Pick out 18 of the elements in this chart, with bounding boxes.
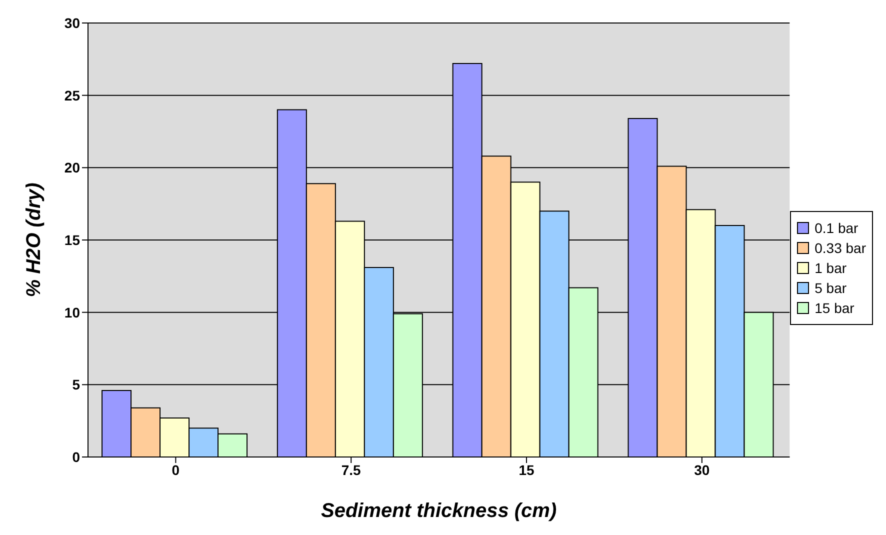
y-tick-label: 0 bbox=[72, 448, 80, 465]
y-tick-label: 20 bbox=[64, 160, 80, 176]
legend-label: 1 bar bbox=[814, 260, 847, 276]
y-tick-label: 5 bbox=[72, 376, 80, 393]
y-tick-label: 30 bbox=[64, 14, 80, 31]
x-tick-label: 15 bbox=[518, 462, 535, 478]
legend-label: 0.33 bar bbox=[814, 240, 866, 256]
legend-label: 5 bar bbox=[814, 280, 847, 296]
x-axis-title: Sediment thickness (cm) bbox=[321, 500, 557, 522]
y-tick-label: 10 bbox=[64, 304, 80, 320]
legend-label: 15 bar bbox=[814, 300, 854, 316]
legend-label: 0.1 bar bbox=[814, 220, 858, 236]
y-axis-title: % H2O (dry) bbox=[23, 182, 46, 298]
x-tick-label: 30 bbox=[694, 462, 710, 478]
y-tick-label: 25 bbox=[64, 87, 80, 104]
x-tick-label: 7.5 bbox=[341, 462, 362, 478]
y-tick-label: 15 bbox=[64, 232, 80, 248]
x-tick-label: 0 bbox=[172, 462, 180, 478]
